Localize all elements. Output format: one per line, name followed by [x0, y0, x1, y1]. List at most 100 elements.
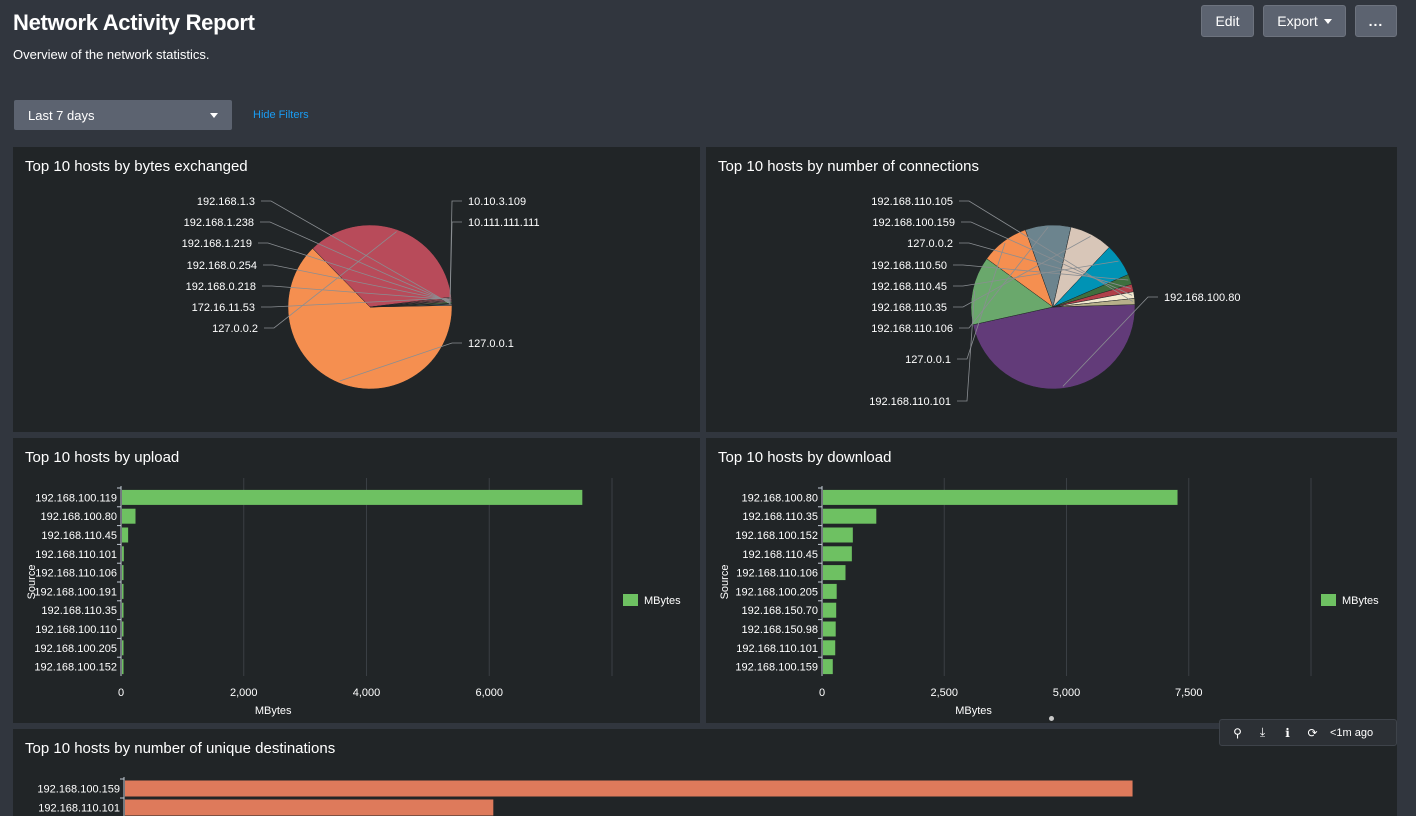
bar[interactable] [122, 527, 129, 543]
bar[interactable] [823, 565, 846, 581]
bar[interactable] [122, 508, 136, 524]
category-label: 192.168.110.101 [38, 803, 120, 815]
pie-label: 127.0.0.1 [468, 338, 514, 350]
category-label: 192.168.110.106 [736, 568, 818, 580]
x-tick-label: 0 [118, 687, 124, 699]
pie-label: 192.168.1.219 [182, 238, 252, 250]
bar[interactable] [122, 602, 124, 618]
category-label: 192.168.110.35 [742, 511, 818, 523]
pie-leader-line [264, 231, 397, 329]
panel-resize-handle[interactable] [1049, 716, 1054, 721]
category-label: 192.168.100.159 [735, 662, 818, 674]
refresh-icon[interactable]: ⟳ [1307, 725, 1318, 740]
pie-leader-line [957, 290, 976, 402]
pie-label: 10.111.111.111 [468, 217, 540, 229]
bar[interactable] [122, 565, 124, 581]
pie-label: 192.168.0.254 [187, 260, 257, 272]
pie-leader-line [961, 221, 1133, 296]
category-label: 192.168.100.152 [34, 662, 117, 674]
bar[interactable] [823, 659, 833, 675]
bar[interactable] [122, 489, 583, 505]
x-tick-label: 2,500 [930, 687, 958, 699]
more-actions-button[interactable]: ... [1355, 5, 1397, 37]
category-label: 192.168.100.80 [41, 511, 117, 523]
x-tick-label: 0 [819, 687, 825, 699]
bar[interactable] [122, 640, 124, 656]
destinations-bar-chart: 192.168.100.159 192.168.110.101 [37, 777, 1133, 816]
panel-toolbar: ⚲ ⤓ ℹ ⟳ <1m ago [1219, 719, 1397, 746]
pie-label: 192.168.100.159 [872, 217, 955, 229]
edit-button[interactable]: Edit [1201, 5, 1254, 37]
legend-label[interactable]: MBytes [644, 595, 681, 607]
download-bar-chart: 192.168.100.80 192.168.110.35 192.168.100.… [719, 478, 1379, 717]
pie-leader-line [953, 260, 1119, 287]
bar[interactable] [122, 659, 124, 675]
bar[interactable] [125, 799, 494, 816]
pie-leader-line [1062, 296, 1158, 387]
panel-title: Top 10 hosts by number of connections [718, 158, 979, 175]
pie-leader-line [339, 342, 462, 382]
pie-slice[interactable] [1052, 298, 1136, 308]
x-axis-title: MBytes [255, 705, 292, 717]
bar[interactable] [122, 546, 124, 562]
pie-label: 192.168.110.106 [871, 323, 953, 335]
x-tick-label: 2,000 [230, 687, 258, 699]
category-label: 192.168.100.152 [735, 530, 818, 542]
export-button[interactable]: Export [1263, 5, 1346, 37]
panel-title: Top 10 hosts by bytes exchanged [25, 158, 248, 175]
pie-slice[interactable] [369, 304, 453, 308]
category-label: 192.168.100.205 [735, 586, 818, 598]
category-label: 192.168.110.101 [736, 643, 818, 655]
bar[interactable] [823, 546, 852, 562]
bar[interactable] [122, 621, 124, 637]
bar[interactable] [823, 583, 837, 599]
pie-slice[interactable] [287, 248, 453, 390]
bar[interactable] [823, 640, 836, 656]
category-label: 192.168.100.80 [742, 492, 818, 504]
download-icon[interactable]: ⤓ [1259, 725, 1266, 739]
pie-label: 192.168.110.50 [871, 260, 947, 272]
bar[interactable] [122, 583, 124, 599]
bar[interactable] [823, 602, 837, 618]
legend-swatch [1321, 594, 1336, 606]
pie-slice[interactable] [312, 224, 452, 308]
time-range-dropdown[interactable]: Last 7 days [14, 100, 232, 130]
pie-leader-line [959, 226, 1049, 329]
pie-slice[interactable] [972, 304, 1136, 390]
pie-leader-line [261, 200, 451, 304]
bar[interactable] [823, 489, 1178, 505]
bar[interactable] [125, 780, 1133, 797]
pie-leader-line [449, 200, 462, 305]
pie-leader-line [449, 221, 462, 306]
pie-label: 192.168.1.238 [184, 217, 254, 229]
category-label: 192.168.100.205 [34, 643, 117, 655]
pie-leader-line [261, 297, 450, 308]
page-description: Overview of the network statistics. [13, 47, 210, 62]
category-label: 192.168.150.98 [742, 624, 818, 636]
bar[interactable] [823, 527, 853, 543]
pie-label: 10.10.3.109 [468, 196, 526, 208]
upload-bar-chart: 192.168.100.119 192.168.100.80 192.168.110… [26, 478, 681, 717]
legend-label[interactable]: MBytes [1342, 595, 1379, 607]
page-title: Network Activity Report [13, 10, 255, 35]
time-range-value: Last 7 days [28, 107, 95, 123]
info-icon[interactable]: ℹ [1285, 725, 1290, 740]
bar[interactable] [823, 621, 836, 637]
panel-title: Top 10 hosts by download [718, 449, 892, 466]
category-label: 192.168.100.119 [35, 492, 117, 504]
search-icon[interactable]: ⚲ [1233, 725, 1242, 740]
pie-label: 172.16.11.53 [192, 302, 255, 314]
panel-title: Top 10 hosts by number of unique destina… [25, 740, 336, 757]
category-label: 192.168.100.159 [37, 784, 120, 796]
bar[interactable] [823, 508, 877, 524]
pie-leader-line [953, 264, 1129, 281]
panel-download: Top 10 hosts by download 192.168.100.80 1… [706, 438, 1397, 723]
hide-filters-link[interactable]: Hide Filters [253, 109, 309, 121]
pie-leader-line [959, 200, 1134, 302]
x-tick-label: 5,000 [1053, 687, 1081, 699]
pie-label: 192.168.1.3 [197, 196, 255, 208]
panel-unique-destinations: Top 10 hosts by number of unique destina… [13, 729, 1397, 816]
refresh-age-label: <1m ago [1330, 726, 1374, 739]
pie-label: 192.168.0.218 [186, 281, 256, 293]
pie-label: 127.0.0.2 [212, 323, 258, 335]
